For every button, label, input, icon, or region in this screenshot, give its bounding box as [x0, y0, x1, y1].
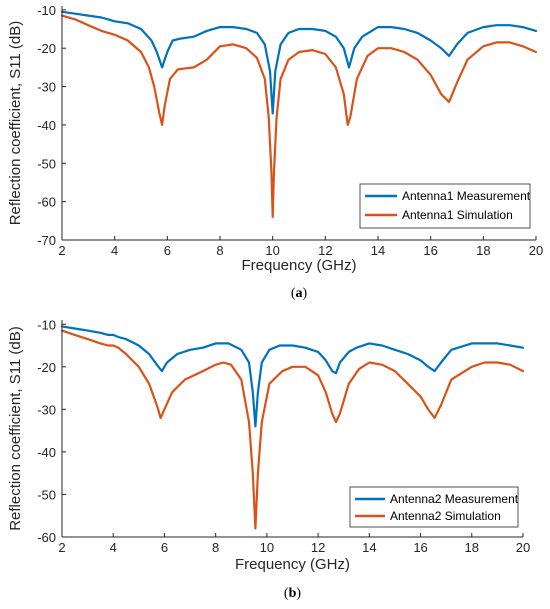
x-axis-label: Frequency (GHz) [241, 257, 356, 274]
y-tick-label: -40 [37, 445, 56, 460]
panel-caption: (a) [291, 286, 308, 301]
x-tick-label: 16 [413, 540, 427, 555]
caption-letter: b [289, 586, 297, 601]
caption-open: ( [291, 286, 296, 301]
legend-label-1: Antenna1 Simulation [402, 208, 513, 222]
x-tick-label: 6 [161, 540, 168, 555]
x-tick-label: 8 [212, 540, 219, 555]
panel-caption: (b) [284, 586, 301, 601]
y-tick-label: -30 [37, 80, 56, 95]
x-tick-label: 14 [362, 540, 376, 555]
y-axis-label: Reflection coefficient, S11 (dB) [7, 326, 24, 531]
series-line-0 [60, 325, 525, 428]
y-tick-label: -60 [37, 195, 56, 210]
x-tick-label: 4 [110, 540, 117, 555]
series-line-0 [60, 10, 538, 115]
y-tick-label: -10 [37, 317, 56, 332]
x-tick-label: 16 [423, 243, 437, 258]
chart-panel-a: 2 4 6 8 10 12 14 16 18 20 -70 -60 -50 -40 -30 -20 -10 Fre… [7, 3, 543, 301]
legend: Antenna1 Measurement Antenna1 Simulation [359, 183, 531, 229]
x-axis-label: Frequency (GHz) [235, 556, 350, 573]
legend-box [359, 183, 531, 229]
legend-box [349, 486, 519, 528]
x-tick-label: 20 [516, 540, 530, 555]
x-tick-label: 18 [465, 540, 479, 555]
y-axis-label: Reflection coefficient, S11 (dB) [7, 21, 24, 226]
x-tick-label: 10 [265, 243, 279, 258]
chart-panel-b: 2 4 6 8 10 12 14 16 18 20 -60 -50 -40 -30 -20 -10 Freque… [7, 317, 530, 601]
series-line-1 [60, 14, 538, 219]
y-tick-label: -60 [37, 530, 56, 545]
y-tick-label: -30 [37, 402, 56, 417]
y-tick-label: -50 [37, 156, 56, 171]
caption-letter: a [296, 286, 303, 301]
x-tick-label: 6 [164, 243, 171, 258]
caption-close: ) [303, 286, 308, 301]
y-tick-label: -50 [37, 487, 56, 502]
caption-close: ) [296, 586, 301, 601]
x-tick-label: 2 [58, 540, 65, 555]
caption-open: ( [284, 586, 289, 601]
x-tick-label: 8 [216, 243, 223, 258]
x-tick-label: 14 [371, 243, 385, 258]
x-tick-label: 4 [111, 243, 118, 258]
series-line-1 [60, 329, 525, 530]
x-tick-label: 12 [318, 243, 332, 258]
y-tick-label: -70 [37, 233, 56, 248]
legend-label-1: Antenna2 Simulation [390, 509, 501, 523]
legend-label-0: Antenna1 Measurement [402, 189, 531, 203]
y-tick-label: -40 [37, 118, 56, 133]
legend: Antenna2 Measurement Antenna2 Simulation [349, 486, 519, 528]
y-tick-label: -10 [37, 3, 56, 18]
y-tick-label: -20 [37, 41, 56, 56]
x-tick-label: 18 [476, 243, 490, 258]
x-tick-label: 2 [58, 243, 65, 258]
x-tick-label: 10 [260, 540, 274, 555]
y-tick-label: -20 [37, 360, 56, 375]
x-tick-label: 12 [311, 540, 325, 555]
legend-label-0: Antenna2 Measurement [390, 492, 519, 506]
x-tick-label: 20 [529, 243, 543, 258]
